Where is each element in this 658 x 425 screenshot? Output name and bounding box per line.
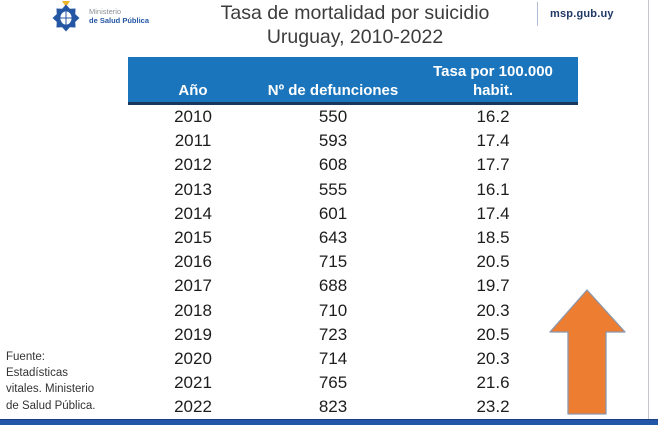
cell-year: 2012 bbox=[174, 155, 212, 175]
cell-year: 2014 bbox=[174, 203, 212, 223]
page-title-line2: Uruguay, 2010-2022 bbox=[266, 25, 444, 48]
ministry-name-line1: Ministerio bbox=[89, 7, 122, 16]
table-header-deaths: Nº de defunciones bbox=[267, 82, 399, 99]
table-row: 2018 710 20.3 bbox=[128, 299, 578, 323]
table-row: 2010 550 16.2 bbox=[128, 105, 578, 129]
cell-deaths: 765 bbox=[318, 373, 348, 393]
table-header-rate-line2: habit. bbox=[473, 82, 513, 99]
table-row: 2015 643 18.5 bbox=[128, 226, 578, 250]
cell-year: 2015 bbox=[174, 228, 212, 248]
page-title-line1: Tasa de mortalidad por suicidio bbox=[220, 2, 490, 24]
cell-year: 2019 bbox=[174, 324, 212, 344]
cell-deaths: 714 bbox=[318, 348, 348, 368]
cell-rate: 19.7 bbox=[476, 276, 510, 296]
table-header-row: Año Nº de defunciones Tasa por 100.000 h… bbox=[128, 57, 578, 105]
uruguay-coat-of-arms-icon bbox=[52, 1, 80, 32]
source-line3: vitales. Ministerio bbox=[6, 383, 95, 396]
cell-deaths: 823 bbox=[318, 397, 348, 417]
cell-year: 2013 bbox=[174, 179, 212, 199]
header-divider bbox=[537, 2, 538, 26]
page-title: Tasa de mortalidad por suicidio Uruguay,… bbox=[120, 2, 590, 49]
table-row: 2012 608 17.7 bbox=[128, 153, 578, 177]
ministry-logo: Ministerio de Salud Pública bbox=[52, 1, 149, 32]
cell-year: 2017 bbox=[174, 276, 212, 296]
cell-rate: 20.3 bbox=[476, 348, 510, 368]
source-line1: Fuente: bbox=[6, 351, 45, 363]
table-row: 2016 715 20.5 bbox=[128, 250, 578, 274]
cell-deaths: 550 bbox=[318, 107, 348, 127]
cell-rate: 17.4 bbox=[476, 203, 510, 223]
cell-deaths: 710 bbox=[318, 300, 348, 320]
mortality-table: Año Nº de defunciones Tasa por 100.000 h… bbox=[128, 57, 578, 419]
orange-up-arrow-icon bbox=[549, 289, 626, 415]
cell-year: 2022 bbox=[174, 397, 212, 417]
table-row: 2014 601 17.4 bbox=[128, 202, 578, 226]
ministry-name: Ministerio de Salud Pública bbox=[89, 7, 149, 25]
table-row: 2020 714 20.3 bbox=[128, 347, 578, 371]
table-header-year: Año bbox=[178, 82, 208, 99]
cell-rate: 21.6 bbox=[476, 373, 510, 393]
cell-deaths: 608 bbox=[318, 155, 348, 175]
cell-rate: 17.4 bbox=[476, 131, 510, 151]
table-header-rate: Tasa por 100.000 habit. bbox=[408, 62, 578, 100]
cell-year: 2018 bbox=[174, 300, 212, 320]
cell-rate: 16.2 bbox=[476, 107, 510, 127]
cell-rate: 18.5 bbox=[476, 228, 510, 248]
bottom-accent-bar bbox=[0, 419, 658, 425]
table-body: 2010 550 16.2 2011 593 17.4 2012 608 17.… bbox=[128, 105, 578, 419]
cell-year: 2010 bbox=[174, 107, 212, 127]
table-row: 2017 688 19.7 bbox=[128, 274, 578, 298]
cell-deaths: 601 bbox=[318, 203, 348, 223]
source-line2: Estadísticas bbox=[6, 367, 68, 380]
ministry-name-line2: de Salud Pública bbox=[89, 16, 150, 25]
cell-rate: 20.3 bbox=[476, 300, 510, 320]
table-row: 2022 823 23.2 bbox=[128, 395, 578, 419]
table-row: 2011 593 17.4 bbox=[128, 129, 578, 153]
table-header-rate-line1: Tasa por 100.000 bbox=[433, 63, 553, 80]
cell-deaths: 715 bbox=[318, 252, 348, 272]
cell-year: 2016 bbox=[174, 252, 212, 272]
cell-deaths: 555 bbox=[318, 179, 348, 199]
cell-rate: 23.2 bbox=[476, 397, 510, 417]
table-row: 2019 723 20.5 bbox=[128, 323, 578, 347]
cell-rate: 16.1 bbox=[476, 179, 510, 199]
cell-year: 2020 bbox=[174, 348, 212, 368]
slide-right-border bbox=[648, 0, 649, 425]
source-note: Fuente: Estadísticas vitales. Ministerio… bbox=[6, 349, 126, 414]
cell-deaths: 643 bbox=[318, 228, 348, 248]
msp-site-label: msp.gub.uy bbox=[550, 8, 614, 20]
table-row: 2013 555 16.1 bbox=[128, 178, 578, 202]
table-row: 2021 765 21.6 bbox=[128, 371, 578, 395]
cell-rate: 20.5 bbox=[476, 252, 510, 272]
cell-rate: 20.5 bbox=[476, 324, 510, 344]
cell-year: 2021 bbox=[174, 373, 212, 393]
source-line4: de Salud Pública. bbox=[6, 399, 96, 412]
cell-deaths: 723 bbox=[318, 324, 348, 344]
cell-year: 2011 bbox=[174, 131, 212, 151]
cell-deaths: 688 bbox=[318, 276, 348, 296]
cell-deaths: 593 bbox=[318, 131, 348, 151]
cell-rate: 17.7 bbox=[476, 155, 510, 175]
